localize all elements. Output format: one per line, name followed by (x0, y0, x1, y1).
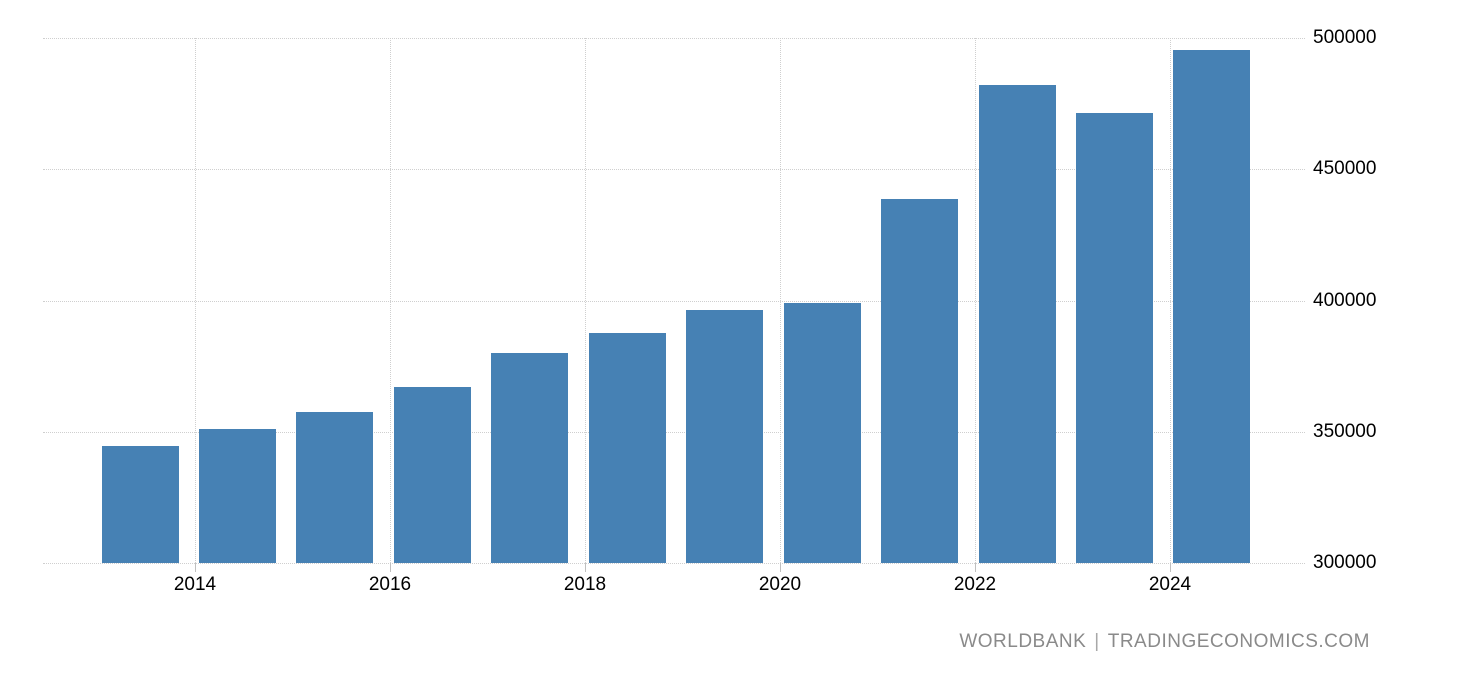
vertical-gridline-2018 (585, 38, 586, 563)
y-axis-label-300000: 300000 (1313, 552, 1377, 573)
bar-2019[interactable] (686, 309, 764, 563)
x-axis-label-2016: 2016 (368, 574, 412, 595)
bar-2017[interactable] (491, 353, 569, 563)
vertical-gridline-2020 (780, 38, 781, 563)
attribution: WORLDBANK | TRADINGECONOMICS.COM (959, 631, 1370, 653)
x-axis-tick-2022 (975, 563, 976, 572)
bar-2016[interactable] (393, 387, 471, 563)
horizontal-gridline-400000 (43, 301, 1305, 302)
x-axis-tick-2020 (780, 563, 781, 572)
horizontal-gridline-300000 (43, 563, 1305, 564)
x-axis-tick-2014 (195, 563, 196, 572)
attribution-separator: | (1094, 631, 1100, 652)
x-axis-label-2024: 2024 (1148, 574, 1192, 595)
bar-2015[interactable] (296, 412, 374, 563)
bar-2020[interactable] (783, 303, 861, 563)
x-axis-label-2014: 2014 (173, 574, 217, 595)
vertical-gridline-2024 (1170, 38, 1171, 563)
y-axis-label-500000: 500000 (1313, 27, 1377, 48)
vertical-gridline-2022 (975, 38, 976, 563)
vertical-gridline-2016 (390, 38, 391, 563)
horizontal-gridline-450000 (43, 169, 1305, 170)
bar-2018[interactable] (588, 333, 666, 563)
x-axis-tick-2016 (390, 563, 391, 572)
x-axis-tick-2024 (1170, 563, 1171, 572)
y-axis-label-350000: 350000 (1313, 421, 1377, 442)
vertical-gridline-2014 (195, 38, 196, 563)
x-axis-label-2020: 2020 (758, 574, 802, 595)
x-axis-tick-2018 (585, 563, 586, 572)
x-axis-label-2022: 2022 (953, 574, 997, 595)
bar-2023[interactable] (1075, 112, 1153, 563)
bar-2022[interactable] (978, 85, 1056, 564)
bar-2014[interactable] (198, 429, 276, 563)
horizontal-gridline-350000 (43, 432, 1305, 433)
y-axis-label-400000: 400000 (1313, 290, 1377, 311)
bar-2024[interactable] (1173, 49, 1251, 563)
bar-2021[interactable] (881, 199, 958, 563)
attribution-source: WORLDBANK (959, 631, 1087, 652)
attribution-site: TRADINGECONOMICS.COM (1107, 631, 1370, 652)
y-axis-label-450000: 450000 (1313, 158, 1377, 179)
bar-2013[interactable] (101, 446, 179, 563)
horizontal-gridline-500000 (43, 38, 1305, 39)
x-axis-label-2018: 2018 (563, 574, 607, 595)
